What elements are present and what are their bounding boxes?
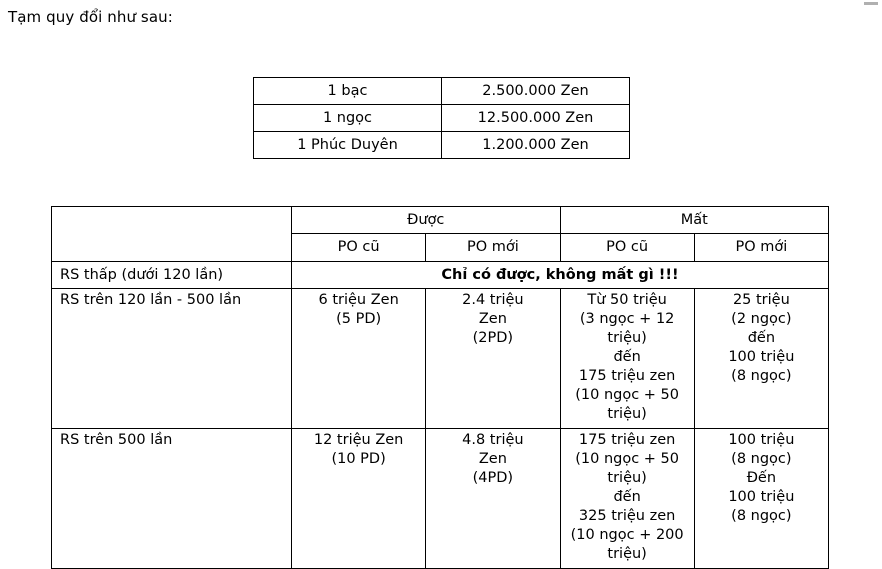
cell-line: 2.4 triệu: [462, 292, 524, 308]
cell-line: 175 triệu zen: [578, 432, 676, 448]
table-row: 1 ngọc 12.500.000 Zen: [253, 104, 630, 132]
table-row-rs-low: RS thấp (dưới 120 lần) Chỉ có được, khôn…: [51, 261, 829, 289]
cell-line: (10 ngọc + 50 triệu): [575, 387, 680, 422]
cell-line: (10 PD): [331, 451, 386, 467]
table-row: 1 bạc 2.500.000 Zen: [253, 77, 630, 105]
rate-unit-cell: 1 Phúc Duyên: [253, 131, 442, 159]
table-row-rs-mid: RS trên 120 lần - 500 lần 6 triệu Zen (5 …: [51, 288, 830, 429]
rate-value-text: 12.500.000 Zen: [477, 109, 594, 126]
cell-line: (10 ngọc + 200 triệu): [570, 527, 684, 562]
cell-line: Zen: [478, 451, 507, 467]
rate-value-cell: 12.500.000 Zen: [441, 104, 630, 132]
rate-unit-text: 1 Phúc Duyên: [297, 136, 398, 153]
cell-line: đến: [613, 349, 641, 365]
cell-line: 4.8 triệu: [462, 432, 524, 448]
cell-line: (8 ngọc): [731, 508, 792, 524]
rs-lose-po-old-lines: Từ 50 triệu (3 ngọc + 12 triệu) đến 175 tri…: [561, 289, 694, 428]
rs-lose-po-old-cell: 175 triệu zen (10 ngọc + 50 triệu) đến 325 …: [559, 428, 695, 569]
rs-reward-body: Được Mất PO cũ PO mới PO cũ PO mới RS th…: [51, 206, 830, 569]
header-lose-po-new: PO mới: [693, 233, 830, 262]
cell-line: Từ 50 triệu: [587, 292, 667, 308]
rate-value-text: 1.200.000 Zen: [482, 136, 589, 153]
corner-artifact-mark: [864, 2, 878, 5]
header-gain-cell: Được: [291, 206, 561, 234]
intro-text: Tạm quy đổi như sau:: [8, 8, 173, 26]
cell-line: 12 triệu Zen: [313, 432, 404, 448]
cell-line: (3 ngọc + 12 triệu): [579, 311, 675, 346]
cell-line: (8 ngọc): [731, 451, 792, 467]
rs-gain-po-new-cell: 4.8 triệu Zen (4PD): [425, 428, 561, 569]
cell-line: (4PD): [472, 470, 514, 486]
rate-unit-text: 1 bạc: [327, 82, 368, 99]
rs-gain-po-old-cell: 12 triệu Zen (10 PD): [290, 428, 427, 569]
table-header-row-top: Được Mất: [51, 206, 829, 262]
rate-value-cell: 1.200.000 Zen: [441, 131, 630, 159]
rs-gain-po-old-lines: 6 triệu Zen (5 PD): [292, 289, 425, 333]
rs-gain-po-new-lines: 2.4 triệu Zen (2PD): [426, 289, 559, 352]
cell-line: Zen: [478, 311, 507, 327]
rs-lose-po-old-lines: 175 triệu zen (10 ngọc + 50 triệu) đến 325 …: [561, 429, 694, 568]
rs-lose-po-new-lines: 25 triệu (2 ngọc) đến 100 triệu (8 ngọc): [695, 289, 828, 390]
table-header-row-sub: PO cũ PO mới PO cũ PO mới: [52, 233, 830, 262]
header-lose-cell: Mất: [559, 206, 829, 234]
cell-line: 325 triệu zen: [578, 508, 676, 524]
rs-lose-po-new-cell: 25 triệu (2 ngọc) đến 100 triệu (8 ngọc): [693, 288, 830, 429]
rate-value-text: 2.500.000 Zen: [482, 82, 589, 99]
exchange-rate-table: 1 bạc 2.500.000 Zen 1 ngọc 12.500.000 Ze…: [253, 77, 630, 159]
rs-gain-po-new-lines: 4.8 triệu Zen (4PD): [426, 429, 559, 492]
cell-line: Đến: [746, 470, 777, 486]
rs-lose-po-new-lines: 100 triệu (8 ngọc) Đến 100 triệu (8 ngọc): [695, 429, 828, 530]
header-gain-po-old: PO cũ: [290, 233, 427, 262]
cell-line: 100 triệu: [728, 432, 795, 448]
cell-line: (2 ngọc): [731, 311, 792, 327]
rs-gain-po-new-cell: 2.4 triệu Zen (2PD): [425, 288, 561, 429]
rs-gain-po-old-cell: 6 triệu Zen (5 PD): [290, 288, 427, 429]
cell-line: (10 ngọc + 50 triệu): [575, 451, 680, 486]
cell-line: 100 triệu: [728, 489, 795, 505]
cell-line: đến: [747, 330, 776, 346]
cell-line: 175 triệu zen: [578, 368, 676, 384]
rs-range-label: RS trên 500 lần: [51, 428, 292, 569]
table-row: 1 Phúc Duyên 1.200.000 Zen: [253, 131, 630, 159]
rate-unit-cell: 1 bạc: [253, 77, 442, 105]
rate-unit-text: 1 ngọc: [322, 109, 373, 126]
document-page: Tạm quy đổi như sau: 1 bạc 2.500.000 Zen…: [8, 2, 878, 569]
rs-low-note: Chỉ có được, không mất gì !!!: [291, 261, 829, 289]
exchange-rate-body: 1 bạc 2.500.000 Zen 1 ngọc 12.500.000 Ze…: [253, 77, 630, 159]
cell-line: 6 triệu Zen: [318, 292, 399, 308]
header-gain-po-new: PO mới: [425, 233, 561, 262]
rs-gain-po-old-lines: 12 triệu Zen (10 PD): [292, 429, 425, 473]
header-lose-po-old: PO cũ: [559, 233, 695, 262]
rate-unit-cell: 1 ngọc: [253, 104, 442, 132]
cell-line: 25 triệu: [732, 292, 790, 308]
cell-line: (8 ngọc): [731, 368, 792, 384]
cell-line: (5 PD): [336, 311, 382, 327]
rs-lose-po-old-cell: Từ 50 triệu (3 ngọc + 12 triệu) đến 175 tri…: [559, 288, 695, 429]
header-blank-cell: [51, 206, 292, 262]
rs-range-label: RS trên 120 lần - 500 lần: [51, 288, 292, 429]
cell-line: đến: [613, 489, 641, 505]
cell-line: (2PD): [472, 330, 514, 346]
rs-lose-po-new-cell: 100 triệu (8 ngọc) Đến 100 triệu (8 ngọc): [693, 428, 830, 569]
cell-line: 100 triệu: [728, 349, 795, 365]
rs-range-label: RS thấp (dưới 120 lần): [51, 261, 292, 289]
rate-value-cell: 2.500.000 Zen: [441, 77, 630, 105]
rs-reward-table: Được Mất PO cũ PO mới PO cũ PO mới RS th…: [51, 206, 830, 569]
table-row-rs-high: RS trên 500 lần 12 triệu Zen (10 PD) 4.8 …: [51, 428, 830, 569]
